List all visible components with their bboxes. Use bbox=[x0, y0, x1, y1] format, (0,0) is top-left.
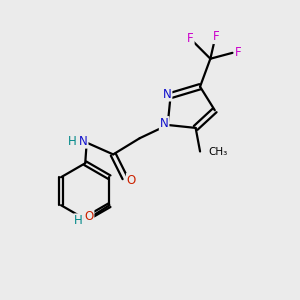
Text: F: F bbox=[235, 46, 242, 59]
Text: N: N bbox=[79, 135, 88, 148]
Text: F: F bbox=[213, 30, 220, 43]
Text: N: N bbox=[163, 88, 172, 100]
Text: O: O bbox=[127, 174, 136, 187]
Text: H: H bbox=[74, 214, 83, 227]
Text: H: H bbox=[68, 135, 76, 148]
Text: F: F bbox=[187, 32, 194, 45]
Text: O: O bbox=[84, 211, 94, 224]
Text: N: N bbox=[160, 117, 169, 130]
Text: CH₃: CH₃ bbox=[208, 147, 228, 157]
